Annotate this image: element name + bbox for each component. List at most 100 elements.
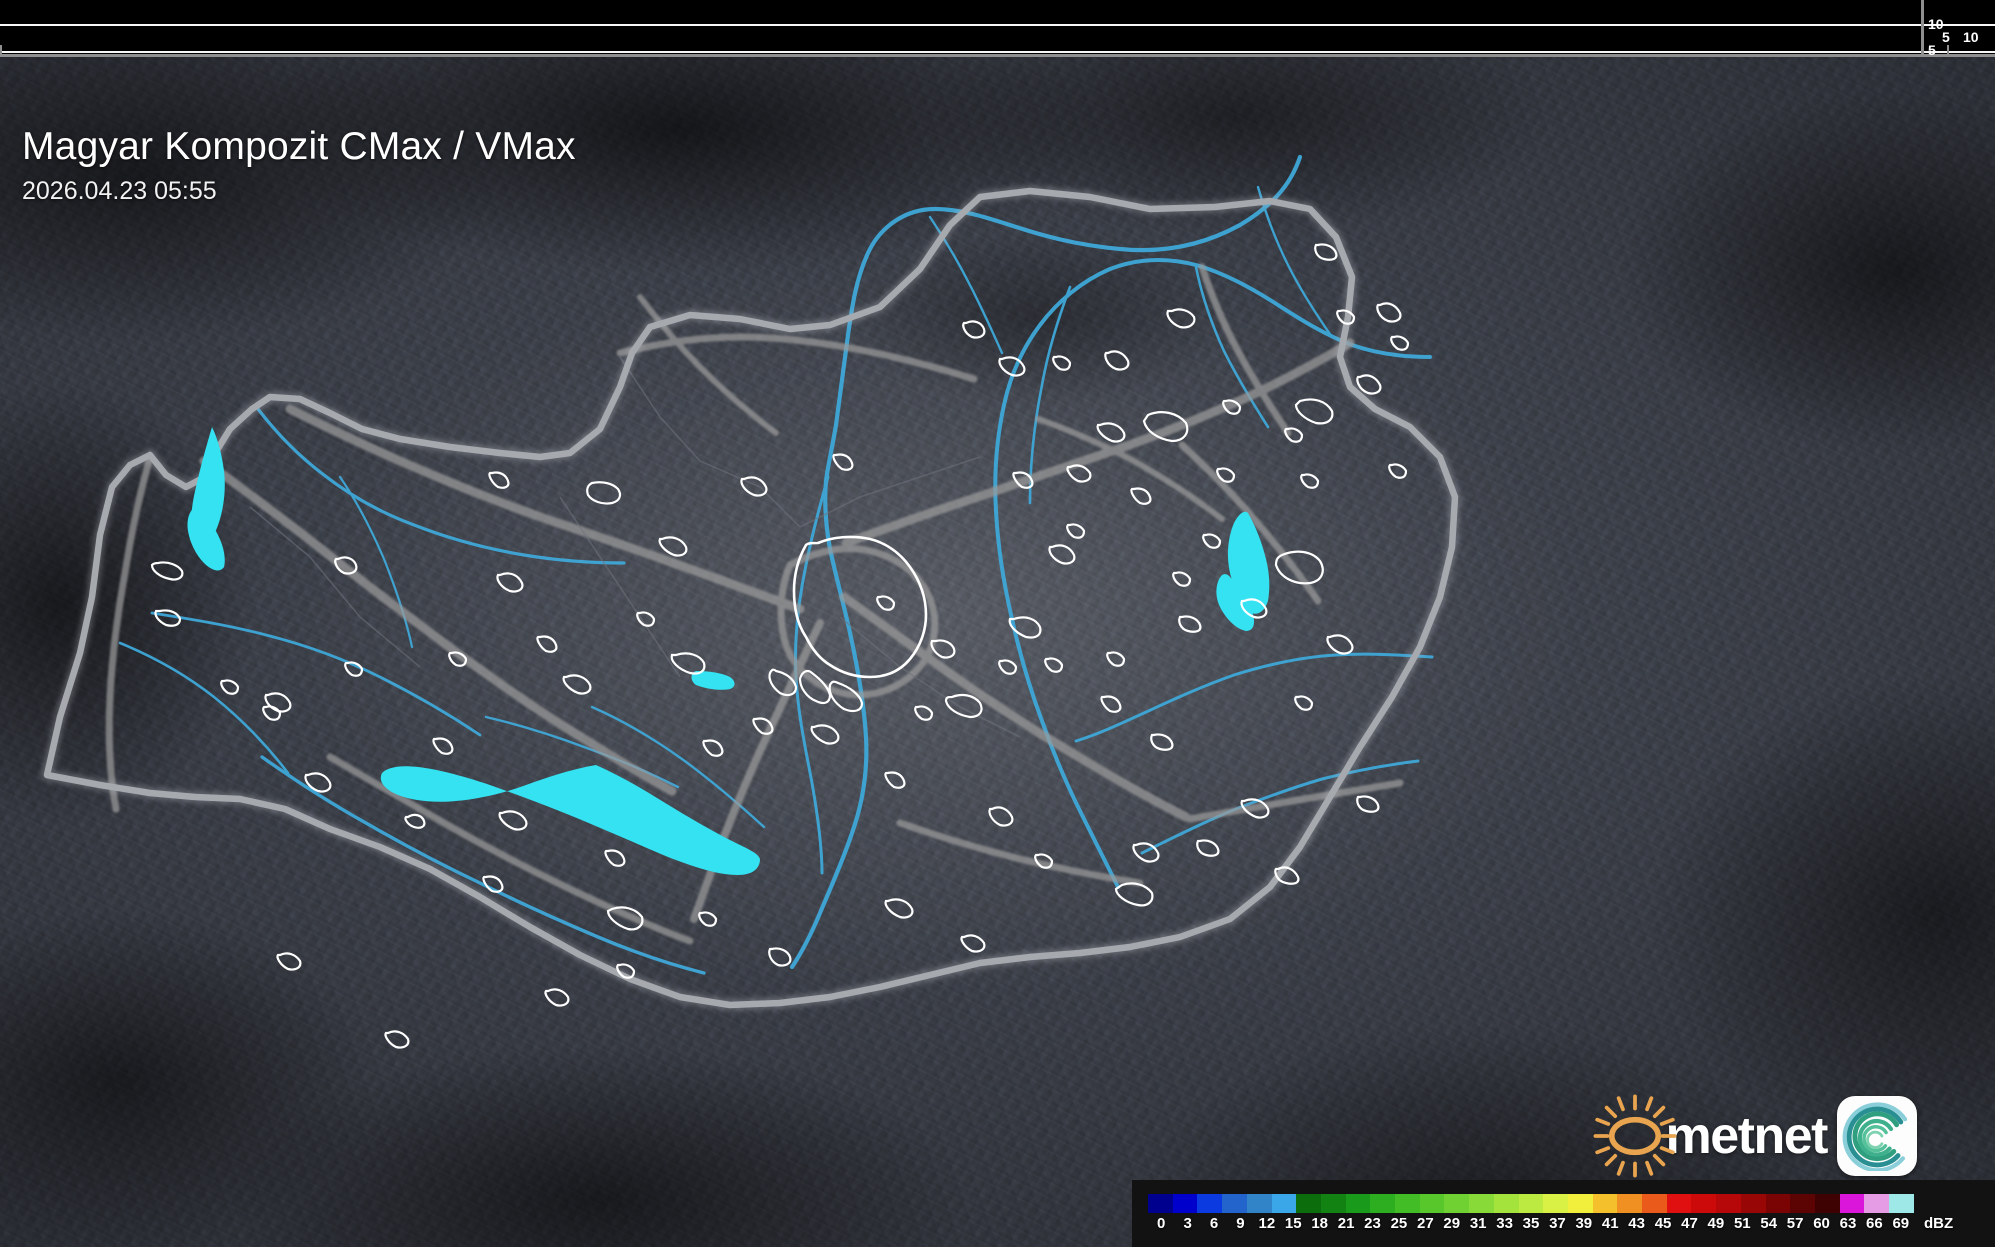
legend-swatch (1296, 1194, 1321, 1213)
settlement-tb-19 (1052, 355, 1072, 371)
settlement-tb-7 (1216, 467, 1236, 483)
lake-velencei (691, 671, 735, 690)
settlement-tb-22 (1284, 427, 1304, 443)
settlement-kiskunhalas (988, 806, 1014, 827)
settlement-esztergom (740, 476, 768, 497)
settlement-bp-se (828, 680, 864, 713)
metnet-wordmark: metnet (1665, 1107, 1829, 1165)
settlement-tb-4 (914, 705, 934, 721)
road-north-hu (616, 333, 978, 383)
country-border-layer (40, 185, 1461, 1011)
legend-tick: 35 (1522, 1215, 1540, 1232)
legend-swatch (1617, 1194, 1643, 1213)
legend-swatch (1518, 1194, 1544, 1213)
legend-swatch (1271, 1194, 1297, 1213)
settlement-pecs (606, 906, 644, 931)
legend-color-bar (1148, 1194, 1914, 1213)
legend-swatch (1592, 1194, 1618, 1213)
gridline-lower (0, 51, 1995, 53)
road-west-border (105, 453, 154, 813)
settlement-salgotarjan (998, 356, 1026, 377)
legend-tick-labels: 0 3 6 9 12 15 18 21 23 25 27 29 31 33 35 37 39 41 43 45 47 49… (1132, 1215, 1963, 1241)
settlement-tb-8 (1300, 473, 1320, 489)
settlement-hajduszoboszlo (1240, 598, 1268, 619)
settlement-hatvan (1012, 471, 1034, 489)
chart-x-axis (0, 54, 1995, 57)
legend-tick: 23 (1364, 1215, 1381, 1232)
settlement-tb-18 (1222, 399, 1242, 415)
legend-swatch (1839, 1194, 1865, 1213)
legend-tick: 51 (1733, 1215, 1751, 1232)
settlement-bekescsaba (1240, 798, 1270, 819)
legend-swatch (1246, 1194, 1272, 1213)
river-danube (789, 154, 1303, 970)
reflectivity-legend[interactable]: 0 3 6 9 12 15 18 21 23 25 27 29 31 33 35 37 39 41 43 45 47 49… (1132, 1180, 1995, 1247)
river-raba (256, 407, 626, 565)
settlement-ozd (1104, 350, 1130, 371)
settlement-tb-5 (1044, 657, 1064, 673)
legend-tick: 18 (1311, 1215, 1329, 1232)
legend-swatch (1716, 1194, 1741, 1213)
sun-icon (1592, 1093, 1678, 1179)
lakes-layer (187, 427, 1270, 875)
river-sio (590, 705, 766, 829)
settlement-kisvarda (1376, 302, 1402, 323)
legend-swatch (1493, 1194, 1519, 1213)
settlement-szigetvar (482, 875, 504, 893)
settlement-outlines-layer (150, 243, 1410, 1049)
legend-tick: 37 (1549, 1215, 1566, 1232)
legend-unit-label: dBZ (1924, 1215, 1954, 1232)
settlement-tb-27 (262, 705, 282, 721)
settlement-tb-28 (220, 679, 240, 695)
county-borders-layer (249, 356, 1021, 738)
legend-tick: 54 (1760, 1215, 1778, 1232)
settlement-ajka (536, 635, 558, 653)
river-drava (260, 755, 706, 975)
legend-swatch (1469, 1194, 1494, 1213)
settlement-satoraljaujhely (1314, 243, 1338, 261)
settlement-gyula (1356, 795, 1380, 813)
legend-tick: 45 (1654, 1215, 1672, 1232)
legend-swatch (1765, 1194, 1791, 1213)
lake-tisza-south (1216, 574, 1254, 631)
x-tick-label-5: 5 (1942, 29, 1950, 45)
settlement-veszprem (562, 674, 592, 695)
map-vector-layers (40, 154, 1461, 1049)
motorway-m43 (1186, 779, 1404, 823)
legend-swatch (1543, 1194, 1568, 1213)
legend-swatch (1814, 1194, 1840, 1213)
river-maros (1140, 759, 1420, 855)
settlement-szolnok (1008, 616, 1042, 639)
road-tiszafured (1035, 416, 1225, 522)
settlement-zalaegerszeg (264, 692, 292, 713)
legend-tick: 47 (1681, 1215, 1698, 1232)
settlement-keszthely (432, 737, 454, 755)
y-tick-label-10: 10 (1928, 16, 1944, 32)
settlement-sarbogard (752, 717, 774, 735)
settlement-mako (1274, 866, 1300, 885)
top-chart-strip: 10 5 5 10 (0, 0, 1995, 57)
legend-tick: 12 (1258, 1215, 1276, 1232)
settlement-gyor (586, 481, 622, 505)
settlement-nyiregyhaza (1294, 398, 1334, 425)
hungary-border (43, 187, 1459, 1009)
legend-swatch (1567, 1194, 1593, 1213)
motorway-m3 (841, 338, 1355, 548)
settlement-kecskemet (944, 693, 983, 719)
road-southeast (896, 819, 1144, 887)
metnet-logo[interactable]: metnet (1592, 1093, 1917, 1179)
settlement-szombathely (154, 609, 182, 627)
legend-tick: 25 (1390, 1215, 1408, 1232)
settlement-vac (832, 453, 854, 471)
radar-map-viewport[interactable]: Magyar Kompozit CMax / VMax 2026.04.23 0… (0, 57, 1995, 1247)
y-tick-label-5: 5 (1928, 42, 1936, 57)
settlement-mohacs (768, 947, 792, 967)
legend-swatch (1666, 1194, 1692, 1213)
lake-balaton (380, 765, 760, 875)
settlement-tb-3 (636, 611, 656, 627)
legend-swatch (1740, 1194, 1766, 1213)
settlement-mosonmagyarovar (488, 471, 510, 489)
settlement-tb-10 (1388, 463, 1408, 479)
settlement-szekesfehervar (670, 652, 706, 675)
settlement-budapest (792, 535, 928, 679)
